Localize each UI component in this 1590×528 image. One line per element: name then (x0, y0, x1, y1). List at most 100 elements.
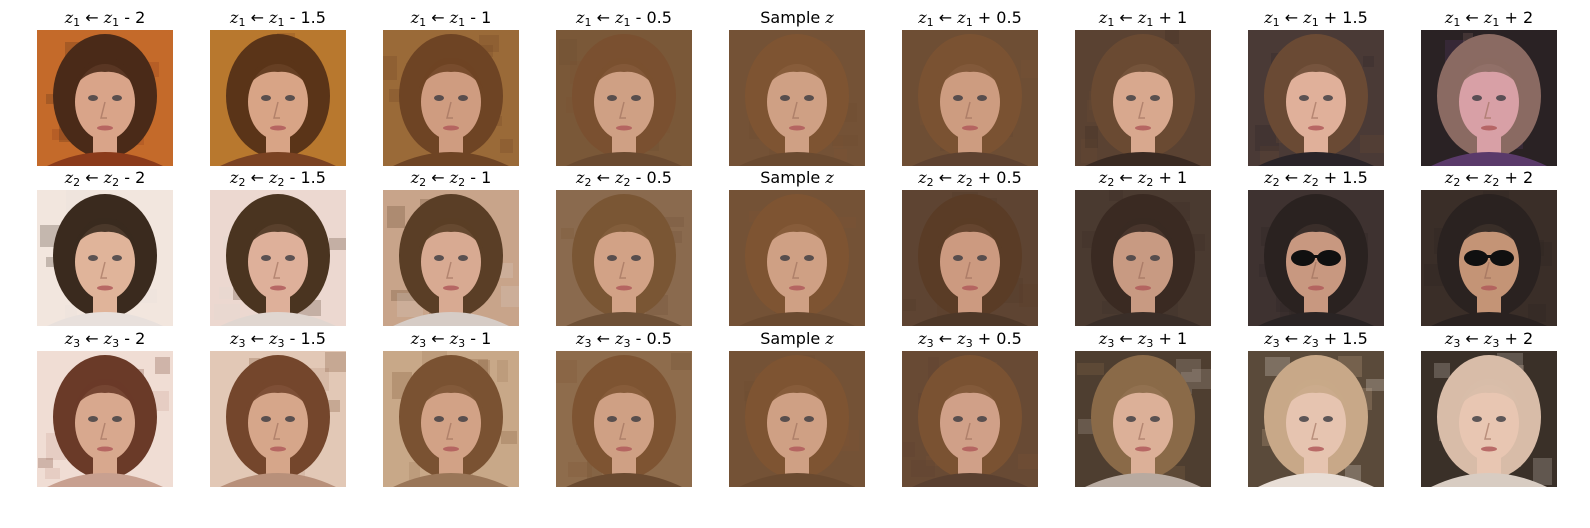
figure-panel: z2 ← z2 + 0.5 (902, 167, 1038, 327)
clothing (220, 152, 336, 166)
figure-panel: z2 ← z2 - 1 (383, 167, 519, 327)
clothing (220, 473, 336, 487)
sunglasses (1291, 250, 1315, 266)
generated-face (37, 190, 173, 326)
eye (1496, 416, 1506, 422)
panel-title: Sample z (760, 8, 834, 27)
mouth (962, 446, 978, 452)
mouth (443, 446, 459, 452)
face-image (729, 351, 865, 487)
eye (1150, 416, 1160, 422)
face-image (729, 190, 865, 326)
face-image (1248, 30, 1384, 166)
generated-face (1248, 351, 1384, 487)
eye (1126, 255, 1136, 261)
generated-face (902, 30, 1038, 166)
face-image (1421, 190, 1557, 326)
eye (1496, 95, 1506, 101)
panel-title: z3 ← z3 - 2 (64, 329, 146, 350)
eye (261, 416, 271, 422)
figure-panel: z3 ← z3 - 2 (37, 328, 173, 488)
eye (1323, 416, 1333, 422)
mouth (616, 125, 632, 131)
clothing (566, 473, 682, 487)
panel-title: Sample z (760, 168, 834, 187)
mouth (270, 125, 286, 131)
figure-panel: z2 ← z2 - 1.5 (210, 167, 346, 327)
mouth (1481, 446, 1497, 452)
face-image (1421, 351, 1557, 487)
generated-face (902, 351, 1038, 487)
figure-panel: z1 ← z1 - 1 (383, 7, 519, 167)
panel-title: z1 ← z1 - 0.5 (576, 8, 672, 29)
generated-face (729, 190, 865, 326)
panel-title: z2 ← z2 + 1.5 (1264, 168, 1368, 189)
eye (977, 95, 987, 101)
eye (1150, 255, 1160, 261)
generated-face (210, 351, 346, 487)
figure-panel: z1 ← z1 + 2 (1421, 7, 1557, 167)
face-image (1075, 190, 1211, 326)
clothing (393, 312, 509, 326)
eye (607, 416, 617, 422)
generated-face (1248, 190, 1384, 326)
mouth (962, 125, 978, 131)
sunglasses (1464, 250, 1488, 266)
clothing (47, 152, 163, 166)
panel-title: z2 ← z2 - 1 (410, 168, 492, 189)
generated-face (1075, 30, 1211, 166)
eye (434, 95, 444, 101)
face-image (556, 30, 692, 166)
figure-panel: z1 ← z1 + 1.5 (1248, 7, 1384, 167)
eye (88, 95, 98, 101)
clothing (47, 473, 163, 487)
mouth (1135, 285, 1151, 291)
eye (631, 416, 641, 422)
panel-title: z2 ← z2 - 2 (64, 168, 146, 189)
mouth (789, 125, 805, 131)
face-image (210, 190, 346, 326)
figure-panel: z2 ← z2 + 2 (1421, 167, 1557, 327)
clothing (739, 152, 855, 166)
panel-title: Sample z (760, 329, 834, 348)
eye (953, 255, 963, 261)
generated-face (37, 351, 173, 487)
face-image (1075, 30, 1211, 166)
panel-title: z3 ← z3 + 1 (1098, 329, 1188, 350)
panel-title: z1 ← z1 - 2 (64, 8, 146, 29)
generated-face (1421, 30, 1557, 166)
clothing (1085, 473, 1201, 487)
face-image (37, 30, 173, 166)
generated-face (383, 190, 519, 326)
clothing (1085, 312, 1201, 326)
generated-face (729, 30, 865, 166)
clothing (47, 312, 163, 326)
mouth (1481, 285, 1497, 291)
figure-panel: z3 ← z3 + 0.5 (902, 328, 1038, 488)
clothing (566, 152, 682, 166)
face-image (1248, 351, 1384, 487)
generated-face (383, 351, 519, 487)
mouth (616, 285, 632, 291)
eye (607, 255, 617, 261)
eye (780, 95, 790, 101)
clothing (912, 312, 1028, 326)
eye (88, 255, 98, 261)
figure-panel: z2 ← z2 - 0.5 (556, 167, 692, 327)
figure-panel: z2 ← z2 - 2 (37, 167, 173, 327)
eye (1323, 95, 1333, 101)
eye (285, 95, 295, 101)
face-image (37, 190, 173, 326)
panel-title: z3 ← z3 + 1.5 (1264, 329, 1368, 350)
generated-face (210, 190, 346, 326)
figure-panel: Sample z (729, 328, 865, 488)
panel-title: z2 ← z2 + 0.5 (918, 168, 1022, 189)
eye (434, 416, 444, 422)
panel-title: z1 ← z1 + 1 (1098, 8, 1188, 29)
generated-face (729, 351, 865, 487)
eye (458, 255, 468, 261)
eye (458, 95, 468, 101)
clothing (566, 312, 682, 326)
eye (804, 95, 814, 101)
face-image (383, 190, 519, 326)
